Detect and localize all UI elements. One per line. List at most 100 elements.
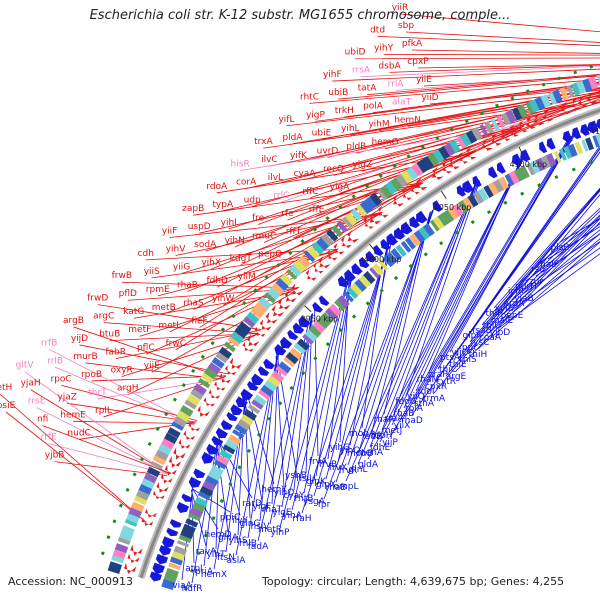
leader-line xyxy=(97,304,262,331)
gene-label: hemD xyxy=(205,530,232,540)
gene-label: fre xyxy=(252,213,265,223)
gene-label: pepE xyxy=(501,311,524,321)
gene-label: arpA xyxy=(503,299,525,309)
gene-label: aslA xyxy=(227,556,247,566)
gene-label: corA xyxy=(236,177,257,187)
gene-label: rpmE xyxy=(146,285,170,295)
leader-line xyxy=(257,315,311,542)
gene-label: ppc xyxy=(462,343,478,353)
leader-line xyxy=(445,188,600,377)
leader-line xyxy=(457,188,600,360)
gene-label: rhaS xyxy=(183,299,204,309)
gene-label: tatA xyxy=(358,84,378,94)
leader-line xyxy=(403,156,525,409)
leader-line xyxy=(315,273,353,477)
gene-label: dtd xyxy=(370,25,385,35)
gene-label: rpoC xyxy=(51,374,72,384)
leader-line xyxy=(293,314,313,491)
gene-label: fsaB xyxy=(472,326,492,336)
gene-label: fpr xyxy=(318,500,331,510)
gene-label: yiiQ xyxy=(407,392,424,402)
leader-line xyxy=(381,180,480,431)
gene-label: yihO xyxy=(340,446,361,456)
gene-label: rraA xyxy=(385,414,405,424)
gene-label: kdgT xyxy=(230,254,253,264)
gene-label: cyaY xyxy=(283,491,305,501)
gene-label: rsd xyxy=(531,265,545,275)
gene-label: hemX xyxy=(201,570,227,580)
leader-line xyxy=(391,157,523,426)
gene-label: rarD xyxy=(242,499,262,509)
gene-label: yiiM xyxy=(238,272,256,282)
leader-line xyxy=(361,242,389,429)
leader-line xyxy=(315,83,600,122)
gene-label: murB xyxy=(73,352,97,362)
gene-label: ilvC xyxy=(261,155,278,165)
gene-label: hemG xyxy=(372,138,399,148)
leader-line xyxy=(366,73,600,96)
gene-label: recQ xyxy=(323,164,344,174)
gene-label: yjaZ xyxy=(57,392,77,402)
gene-label: yifK xyxy=(290,151,308,161)
gene-label: glnL xyxy=(349,465,368,475)
leader-line xyxy=(411,148,600,416)
gene-label: metL xyxy=(158,321,181,331)
gene-label: rhaD xyxy=(401,416,423,426)
gene-label: atpI xyxy=(185,564,202,574)
gene-label: glnA xyxy=(218,533,239,543)
gene-label: yiiD xyxy=(421,93,438,103)
accession-label: Accession: NC_000913 xyxy=(8,575,134,588)
gene-label: malF xyxy=(537,260,559,270)
gene-label: xylE xyxy=(495,304,514,314)
leader-line xyxy=(257,127,521,225)
gene-label: frwC xyxy=(165,339,186,349)
gene-label: thrT xyxy=(88,388,107,398)
leader-line xyxy=(523,241,600,294)
gene-label: rrlB xyxy=(47,356,63,366)
leader-line xyxy=(389,64,600,73)
leader-line xyxy=(48,443,169,475)
gene-label: rrsA xyxy=(352,66,371,76)
gene-label: alaT xyxy=(392,97,412,107)
leader-line xyxy=(291,276,350,511)
gene-label: argH xyxy=(117,384,139,394)
gene-label: katG xyxy=(123,307,144,317)
leader-line xyxy=(356,95,600,154)
gene-label: menA xyxy=(357,448,384,458)
leader-line xyxy=(48,348,195,426)
inner-cog-ring xyxy=(161,133,600,591)
leader-line xyxy=(0,393,147,523)
gene-label: pflC xyxy=(137,343,155,353)
gene-label: yijO xyxy=(451,348,468,358)
gene-label: rmuC xyxy=(252,231,276,241)
gene-label: yigF xyxy=(253,502,272,512)
gene-label: hdfR xyxy=(182,584,203,594)
gene-label: yigZ xyxy=(352,160,372,170)
gene-label: cdh xyxy=(138,249,154,259)
genome-summary: Topology: circular; Length: 4,639,675 bp… xyxy=(262,575,565,588)
leader-line xyxy=(325,242,390,480)
feature-rings xyxy=(97,62,600,593)
gene-label: rrfB xyxy=(41,338,58,348)
gene-label: coaA xyxy=(479,333,502,343)
gene-label: fabR xyxy=(105,348,126,358)
leader-line xyxy=(5,411,147,523)
gene-label: rrfE xyxy=(41,433,57,443)
gene-label: malE xyxy=(491,316,514,326)
gene-label: sthA xyxy=(414,399,435,409)
gene-label: nudC xyxy=(67,428,90,438)
gene-label: yjbB xyxy=(45,451,65,461)
leader-line xyxy=(455,221,600,372)
gene-label: pldA xyxy=(282,133,303,143)
gene-label: rffC xyxy=(302,187,318,197)
leader-line xyxy=(377,35,600,47)
gene-label: fdoI xyxy=(417,387,434,397)
gene-label: rpoB xyxy=(81,370,102,380)
gene-label: trxA xyxy=(254,137,273,147)
leader-line xyxy=(338,75,600,100)
leader-line xyxy=(399,13,600,33)
gene-label: fdoG xyxy=(395,397,416,407)
gene-label: yihW xyxy=(212,294,235,304)
leader-line xyxy=(217,439,253,499)
gene-label: fadB xyxy=(362,432,383,442)
